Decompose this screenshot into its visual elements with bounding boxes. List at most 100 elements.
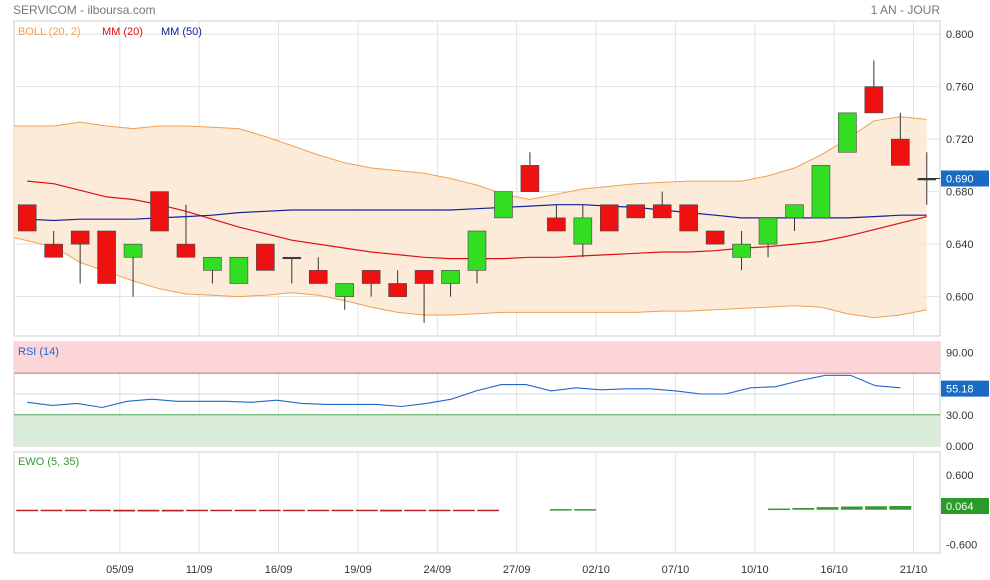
candle-up[interactable] bbox=[494, 191, 513, 219]
ewo-bar-positive bbox=[574, 509, 596, 511]
x-tick-label: 19/09 bbox=[344, 564, 372, 576]
x-tick-label: 24/09 bbox=[424, 564, 452, 576]
ewo-bar-negative bbox=[210, 509, 233, 512]
candle-down[interactable] bbox=[414, 270, 434, 284]
ewo-bar-negative bbox=[64, 509, 87, 512]
candle-up[interactable] bbox=[282, 256, 302, 260]
candle-down[interactable] bbox=[44, 243, 63, 258]
x-tick-label: 16/10 bbox=[820, 564, 848, 576]
chart-title: SERVICOM - ilboursa.com bbox=[13, 3, 156, 17]
legend-item[interactable]: MM (20) bbox=[102, 26, 143, 38]
ewo-bar-negative bbox=[161, 509, 184, 512]
last-price-value: 0.690 bbox=[946, 174, 974, 186]
y-tick-label: 0.720 bbox=[946, 134, 974, 146]
candle-down[interactable] bbox=[70, 230, 90, 245]
candle-down[interactable] bbox=[652, 204, 672, 219]
bollinger-upper-line bbox=[14, 116, 927, 201]
candle-down[interactable] bbox=[679, 204, 698, 232]
candle-down[interactable] bbox=[599, 204, 619, 232]
ewo-last-tag bbox=[941, 498, 989, 515]
candle-up[interactable] bbox=[441, 270, 460, 284]
ewo-y-tick-label: -0.600 bbox=[946, 539, 977, 551]
candle-down[interactable] bbox=[864, 86, 884, 114]
ewo-bar-positive bbox=[768, 508, 790, 511]
candle-up[interactable] bbox=[573, 217, 593, 245]
ewo-bar-negative bbox=[40, 509, 63, 512]
candle-up[interactable] bbox=[467, 230, 487, 271]
ewo-legend[interactable]: EWO (5, 35) bbox=[18, 456, 79, 468]
y-tick-label: 0.600 bbox=[946, 292, 974, 304]
ewo-bar-positive bbox=[792, 507, 815, 510]
ewo-last-value: 0.064 bbox=[946, 501, 974, 513]
candle-up[interactable] bbox=[758, 217, 778, 245]
ewo-bar-positive bbox=[816, 507, 839, 510]
period-label[interactable]: 1 AN - JOUR bbox=[870, 3, 940, 17]
candle-down[interactable] bbox=[388, 283, 407, 297]
ewo-bar-negative bbox=[283, 509, 305, 512]
candle-up[interactable] bbox=[335, 283, 355, 297]
ewo-bar-negative bbox=[404, 509, 427, 512]
ewo-bar-negative bbox=[113, 509, 136, 512]
candle-down[interactable] bbox=[97, 230, 116, 284]
candle-down[interactable] bbox=[361, 270, 381, 284]
candle-down[interactable] bbox=[176, 243, 196, 258]
candle-down[interactable] bbox=[705, 230, 725, 245]
ewo-bar-negative bbox=[307, 509, 330, 512]
x-tick-label: 07/10 bbox=[662, 564, 690, 576]
panel-frame-3 bbox=[13, 451, 941, 554]
rsi-y-tick-label: 0.000 bbox=[946, 441, 974, 453]
candle-down[interactable] bbox=[150, 191, 169, 232]
candle-down[interactable] bbox=[256, 243, 275, 271]
candle-up[interactable] bbox=[811, 165, 831, 219]
candle-down[interactable] bbox=[891, 138, 910, 166]
candle-up[interactable] bbox=[123, 243, 143, 258]
ewo-bar-positive bbox=[549, 509, 572, 511]
candle-down[interactable] bbox=[626, 204, 646, 219]
legend-item[interactable]: BOLL (20, 2) bbox=[18, 26, 81, 38]
last-price-tag bbox=[941, 170, 989, 187]
ewo-bar-negative bbox=[355, 509, 378, 512]
candle-down[interactable] bbox=[17, 204, 37, 232]
candle-up[interactable] bbox=[732, 243, 751, 258]
candle-up[interactable] bbox=[838, 112, 857, 153]
ewo-bar-negative bbox=[89, 509, 111, 512]
x-tick-label: 02/10 bbox=[582, 564, 610, 576]
ewo-bar-negative bbox=[137, 509, 160, 512]
ewo-bar-negative bbox=[380, 509, 402, 512]
legend-item[interactable]: MM (50) bbox=[161, 26, 202, 38]
x-tick-label: 11/09 bbox=[186, 564, 213, 576]
ewo-bar-negative bbox=[477, 509, 499, 512]
ewo-bar-negative bbox=[234, 509, 257, 512]
ewo-y-tick-label: 0.600 bbox=[946, 470, 974, 482]
bollinger-lower-line bbox=[13, 237, 927, 319]
rsi-last-value: 55.18 bbox=[946, 384, 974, 396]
x-tick-label: 21/10 bbox=[900, 564, 928, 576]
candle-down[interactable] bbox=[308, 270, 328, 284]
candle-down[interactable] bbox=[547, 217, 566, 232]
ewo-bar-negative bbox=[186, 509, 208, 512]
candle-up[interactable] bbox=[229, 256, 249, 284]
rsi-overbought-zone bbox=[14, 342, 940, 374]
ewo-bar-negative bbox=[16, 509, 39, 512]
ewo-bar-negative bbox=[331, 509, 354, 512]
rsi-legend[interactable]: RSI (14) bbox=[18, 346, 59, 358]
x-tick-label: 10/10 bbox=[741, 564, 769, 576]
x-tick-label: 16/09 bbox=[265, 564, 293, 576]
y-tick-label: 0.680 bbox=[946, 187, 974, 199]
candle-up[interactable] bbox=[785, 204, 804, 219]
rsi-y-tick-label: 90.00 bbox=[946, 347, 974, 359]
candle-down[interactable] bbox=[520, 165, 540, 192]
ewo-bar-negative bbox=[258, 509, 281, 512]
rsi-line bbox=[27, 374, 901, 409]
y-tick-label: 0.760 bbox=[946, 82, 974, 94]
x-tick-label: 05/09 bbox=[106, 564, 134, 576]
rsi-last-tag bbox=[941, 380, 989, 397]
ewo-bar-positive bbox=[840, 506, 863, 510]
rsi-oversold-zone bbox=[14, 414, 940, 446]
rsi-y-tick-label: 30.00 bbox=[946, 410, 974, 422]
candle-up[interactable] bbox=[203, 256, 222, 271]
y-tick-label: 0.640 bbox=[946, 239, 974, 251]
ewo-bar-negative bbox=[452, 509, 475, 512]
y-tick-label: 0.800 bbox=[946, 29, 974, 41]
